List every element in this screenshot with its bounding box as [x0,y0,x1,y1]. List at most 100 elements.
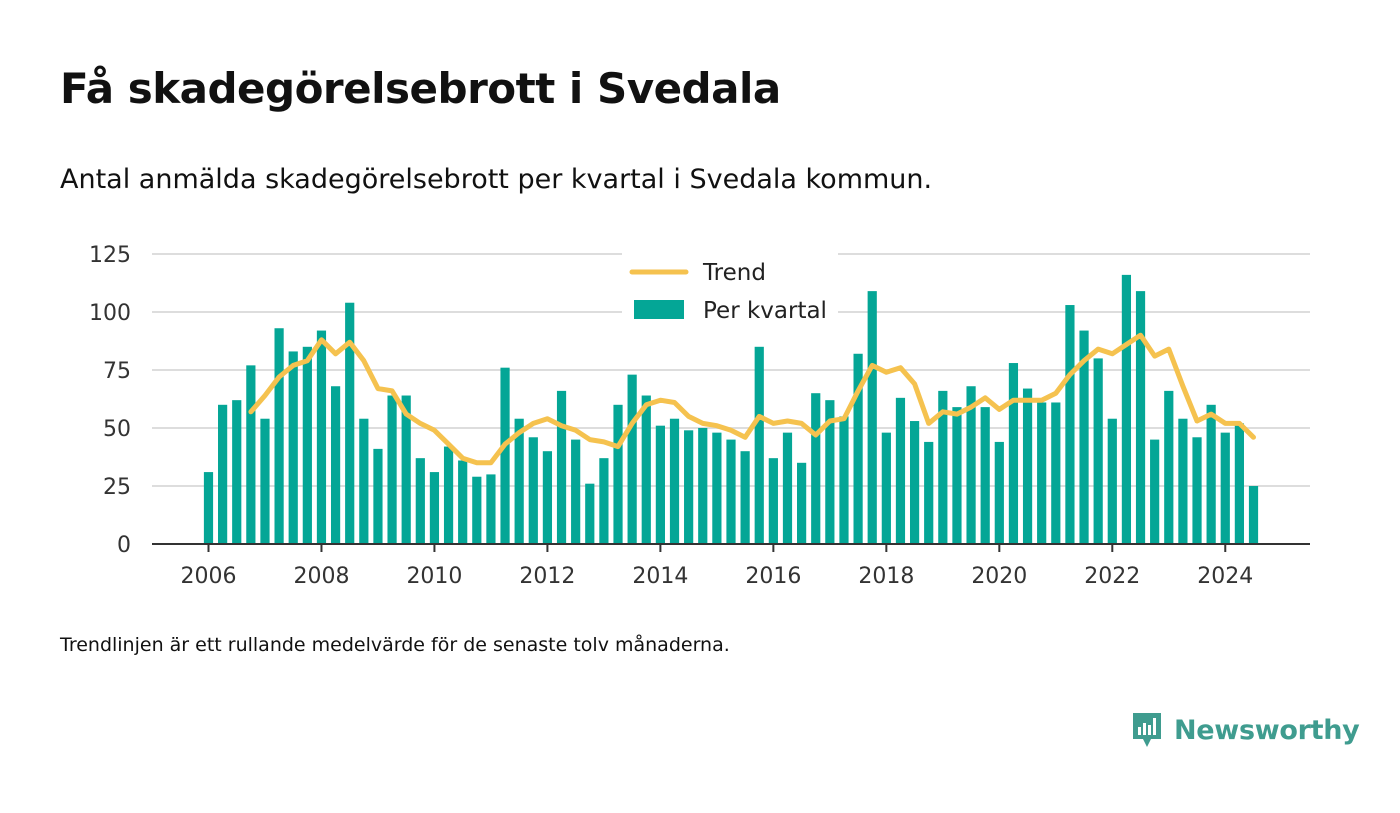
legend: Trend Per kvartal [622,250,838,332]
x-tick-label: 2008 [293,564,349,589]
trend-line [248,332,1256,466]
bar [684,430,694,544]
bar [458,460,468,544]
bar [585,483,595,544]
bar [542,451,553,544]
bar [782,432,793,544]
bar [669,418,680,544]
bar [246,365,256,544]
brand-name: Newsworthy [1174,714,1360,746]
bar [768,458,778,544]
bar [740,451,750,544]
bar [811,393,821,544]
bar [571,439,581,544]
newsworthy-icon [1133,713,1161,747]
bar [1121,274,1132,544]
bar [797,462,807,544]
bar [627,374,637,544]
bar [825,400,835,544]
bar [1008,363,1019,544]
bar [712,432,722,544]
bar [1248,486,1259,544]
bar [924,441,934,544]
bar [486,474,496,544]
bar [556,390,567,544]
bar [698,428,708,544]
bar [994,441,1004,544]
bar [1065,305,1075,544]
chart-title: Få skadegörelsebrott i Svedala [60,64,781,113]
trend-series [248,332,1256,466]
bar-series [203,274,1259,544]
bar [1107,418,1117,544]
bar [1206,404,1216,544]
x-tick-label: 2022 [1084,564,1140,589]
bar [909,421,920,544]
y-tick-label: 125 [89,243,131,268]
bar [1093,358,1103,544]
bar [260,418,270,544]
x-tick-label: 2020 [971,564,1027,589]
bar [1192,437,1202,544]
legend-bar-swatch [634,300,684,319]
legend-trend-label: Trend [702,260,766,286]
bar [514,418,524,544]
bar [1051,402,1061,544]
bar [330,386,341,544]
bar [302,346,312,544]
x-tick-label: 2010 [406,564,462,589]
x-tick-label: 2006 [180,564,236,589]
y-tick-labels: 0 25 50 75 100 125 [89,243,131,558]
bar [655,425,665,544]
y-tick-label: 50 [103,417,131,442]
bar [528,437,538,544]
bar [726,439,736,544]
bar [401,395,411,544]
bar [429,472,440,544]
x-tick-label: 2014 [632,564,688,589]
bar [754,346,764,544]
bar [952,407,962,544]
newsworthy-logo[interactable]: Newsworthy [1130,710,1360,750]
bar [345,302,355,544]
bar [938,390,948,544]
bar [288,351,298,544]
x-tick-label: 2012 [519,564,575,589]
bar [613,404,623,544]
bar [867,291,877,544]
bar [881,432,891,544]
legend-bar-label: Per kvartal [703,298,827,324]
bar [599,458,609,544]
bar [1164,390,1174,544]
bar [274,328,284,544]
bar [500,367,510,544]
y-tick-label: 75 [103,359,131,384]
bar [359,418,369,544]
footnote: Trendlinjen är ett rullande medelvärde f… [60,634,730,656]
bar [472,476,482,544]
bar [853,353,863,544]
bar [387,395,397,544]
bar [1178,418,1188,544]
x-tick-label: 2018 [858,564,914,589]
bar [641,395,651,544]
bar [203,472,214,544]
bar [1150,439,1160,544]
bar [1037,402,1047,544]
y-tick-label: 25 [103,475,131,500]
x-tick-labels: 2006 2008 2010 2012 2014 2016 2018 2020 2022 2024 [180,544,1253,589]
x-tick-label: 2024 [1197,564,1253,589]
bar [443,446,454,544]
bar [316,330,327,544]
bar [1022,388,1033,544]
bar [373,448,383,544]
bar [895,397,906,544]
y-tick-label: 100 [89,301,131,326]
bar [966,386,976,544]
x-tick-label: 2016 [745,564,801,589]
bar [980,407,990,544]
bar [839,416,849,544]
bar [1220,432,1230,544]
chart-subtitle: Antal anmälda skadegörelsebrott per kvar… [60,164,933,195]
